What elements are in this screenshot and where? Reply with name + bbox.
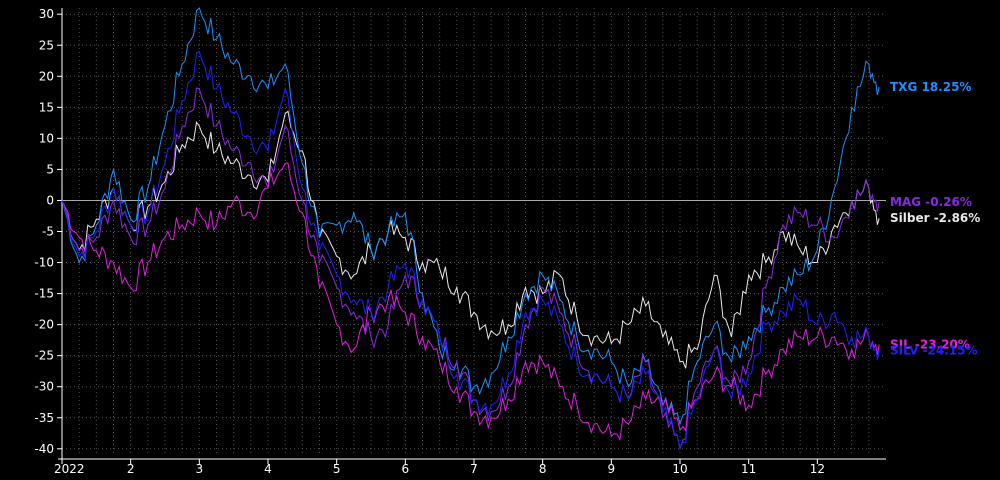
y-tick-label: 25 [39, 38, 54, 52]
series-line-silber [61, 110, 880, 369]
x-tick-label: 7 [470, 462, 478, 476]
x-tick-label: 6 [402, 462, 410, 476]
y-tick-label: 0 [46, 193, 54, 207]
x-tick-label: 5 [333, 462, 341, 476]
x-tick-label: 10 [672, 462, 687, 476]
series-line-silv [61, 50, 880, 451]
end-label-silv: SILV -24.15% [890, 343, 978, 357]
y-tick-label: -20 [34, 318, 54, 332]
end-label-sil: SIL -23.20% [890, 337, 970, 351]
x-tick-label: 8 [539, 462, 547, 476]
end-label-silber: Silber -2.86% [890, 211, 980, 225]
y-tick-label: -10 [34, 256, 54, 270]
y-tick-label: -15 [34, 287, 54, 301]
x-tick-label: 2022 [54, 462, 85, 476]
x-tick-label: 3 [196, 462, 204, 476]
y-tick-label: 10 [39, 131, 54, 145]
x-tick-label: 2 [127, 462, 135, 476]
y-tick-label: -30 [34, 380, 54, 394]
y-tick-label: -35 [34, 411, 54, 425]
series-line-txg [61, 7, 880, 426]
y-tick-label: -25 [34, 349, 54, 363]
grid-layer [61, 8, 886, 455]
end-label-layer: TXG 18.25% Silber -2.86% MAG -0.26% SIL -23… [890, 80, 980, 357]
x-tick-label: 12 [810, 462, 825, 476]
y-tick-label: 30 [39, 7, 54, 21]
x-tick-label: 9 [608, 462, 616, 476]
end-label-txg: TXG 18.25% [890, 80, 971, 94]
end-label-mag: MAG -0.26% [890, 195, 972, 209]
series-line-sil [61, 162, 880, 442]
y-tick-label: 20 [39, 69, 54, 83]
x-tick-label: 11 [741, 462, 756, 476]
y-tick-label: 5 [46, 162, 54, 176]
y-tick-label: 15 [39, 100, 54, 114]
y-tick-label: -40 [34, 442, 54, 456]
series-layer [61, 7, 880, 451]
x-tick-label: 4 [264, 462, 272, 476]
y-tick-label: -5 [42, 225, 54, 239]
